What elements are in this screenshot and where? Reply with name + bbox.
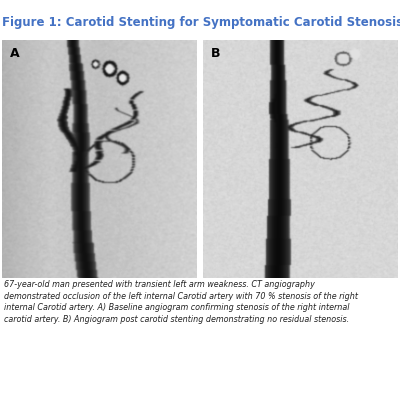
Text: Figure 1: Carotid Stenting for Symptomatic Carotid Stenosis: Figure 1: Carotid Stenting for Symptomat… xyxy=(2,16,400,29)
Text: A: A xyxy=(10,47,20,60)
Text: 67-year-old man presented with transient left arm weakness. CT angiography
demon: 67-year-old man presented with transient… xyxy=(4,280,358,324)
Text: B: B xyxy=(211,47,220,60)
